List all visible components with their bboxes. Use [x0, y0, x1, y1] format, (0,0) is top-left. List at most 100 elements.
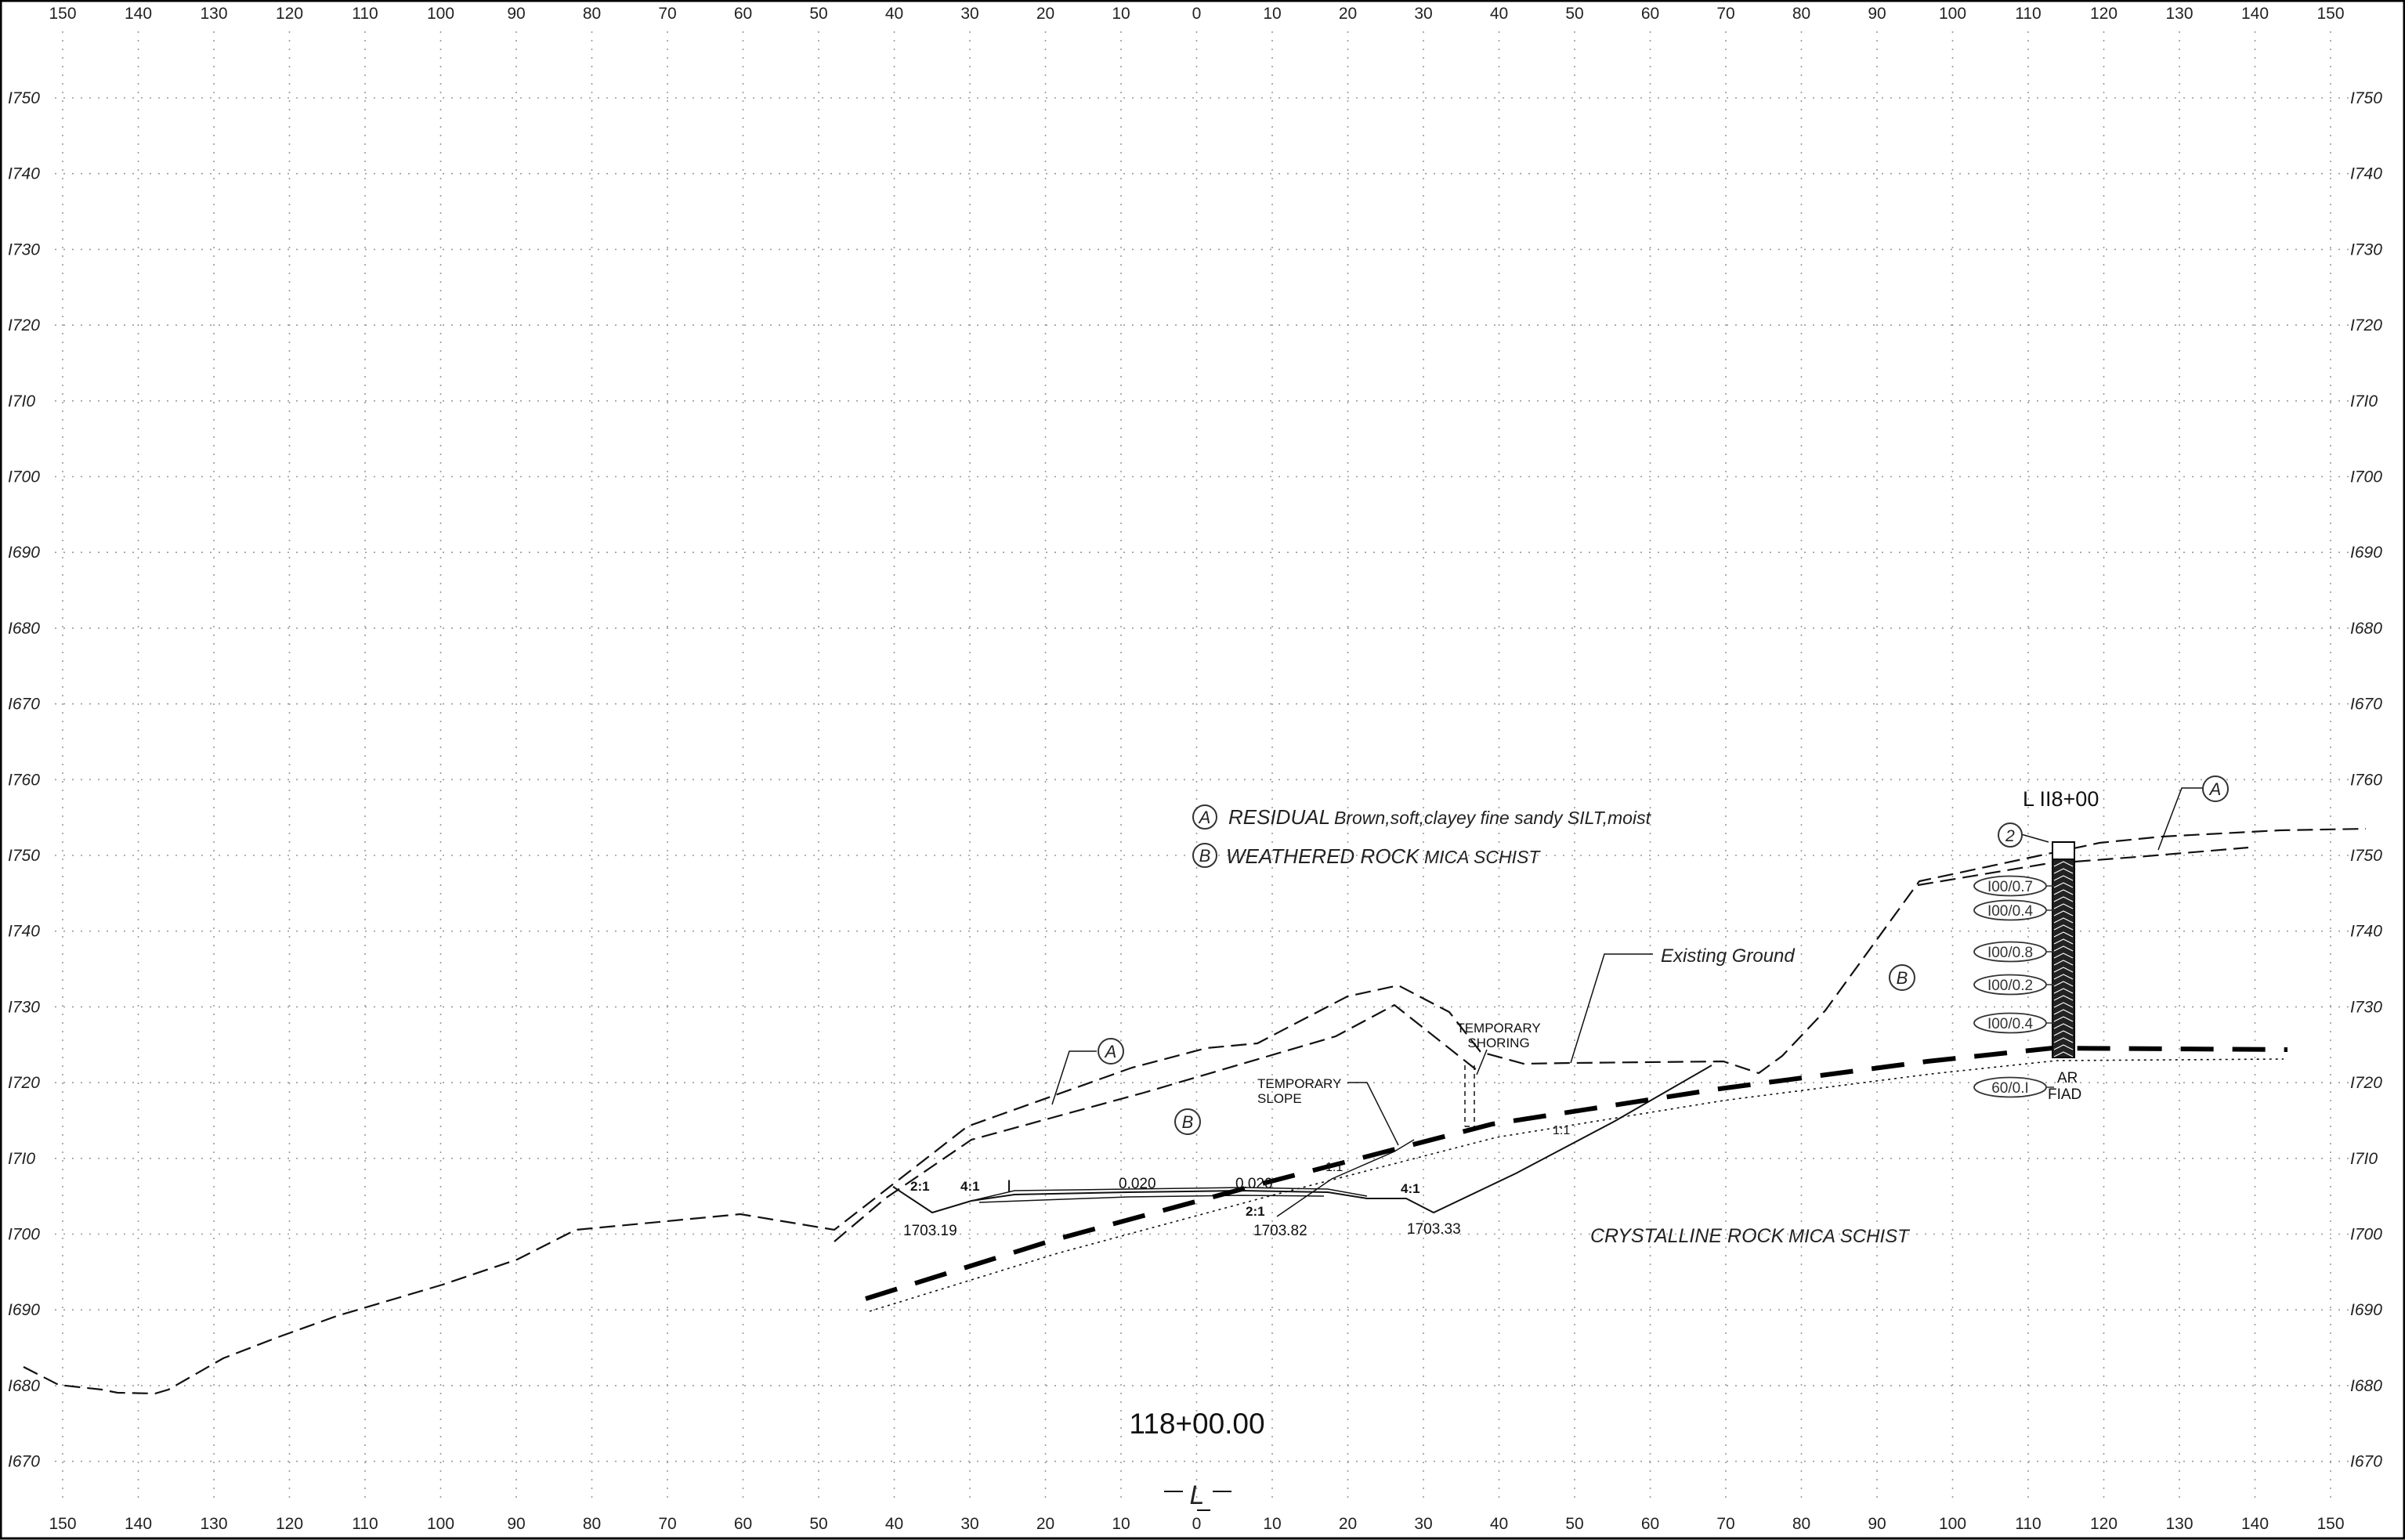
x-tick-label: 130: [2165, 5, 2193, 23]
elevation-center: 1703.82: [1253, 1223, 1307, 1239]
boring-number: 2: [2005, 827, 2015, 845]
y-tick-label: I690: [2350, 544, 2382, 562]
y-tick-label: I720: [2350, 316, 2382, 334]
zone-b-mid-symbol: B: [1182, 1112, 1194, 1132]
x-tick-label: 30: [1414, 5, 1432, 23]
x-tick-label: 40: [1490, 5, 1508, 23]
elevation-right: 1703.33: [1407, 1221, 1461, 1238]
boring-pattern-mark: [2053, 995, 2074, 1001]
x-tick-label: 90: [507, 5, 525, 23]
x-tick-label: 130: [200, 5, 227, 23]
temporary-shoring-label-2: SHORING: [1467, 1036, 1529, 1050]
y-tick-label: I730: [2350, 998, 2382, 1016]
x-tick-label: 10: [1263, 5, 1281, 23]
temporary-slope-leader: [1347, 1082, 1399, 1146]
slope-4-1-right: 4:1: [1401, 1181, 1420, 1196]
cl-mark: I: [1007, 1177, 1011, 1196]
x-tick-label: 20: [1036, 5, 1054, 23]
x-tick-label: 40: [1490, 1515, 1508, 1533]
zone-a-left-circle: [1098, 1038, 1124, 1065]
x-tick-label: 0: [1192, 5, 1202, 23]
y-tick-label: I700: [2350, 1226, 2382, 1244]
legend-a-title: RESIDUAL: [1228, 805, 1330, 829]
x-tick-label: 130: [2165, 1515, 2193, 1533]
y-tick-label: I730: [8, 998, 40, 1016]
crystalline-rock-hatch: [869, 1058, 2284, 1312]
zone-b-mid-circle: [1174, 1108, 1201, 1135]
spt-value: 60/0.I: [1991, 1080, 2029, 1097]
legend-b-symbol: B: [1199, 846, 1211, 866]
y-tick-label: I670: [2350, 1453, 2382, 1471]
boring-pattern-mark: [2053, 931, 2074, 938]
y-tick-label: I7I0: [8, 392, 35, 410]
boring-pattern-mark: [2053, 1051, 2074, 1057]
centerline-label: L: [1190, 1480, 1205, 1510]
x-tick-label: 110: [352, 5, 378, 23]
boring-pattern-mark: [2053, 882, 2074, 888]
x-tick-label: 0: [1192, 1515, 1202, 1533]
boring-pattern-mark: [2053, 924, 2074, 931]
boring-pattern-mark: [2053, 1016, 2074, 1022]
pavement-line: [971, 1187, 1368, 1202]
legend-b-title: WEATHERED ROCK: [1226, 844, 1420, 868]
x-tick-label: 150: [2316, 5, 2344, 23]
y-tick-label: I740: [2350, 923, 2382, 941]
x-tick-label: 10: [1112, 1515, 1130, 1533]
y-tick-label: I7I0: [2350, 1150, 2378, 1168]
x-tick-label: 120: [276, 1515, 303, 1533]
boring-pattern-mark: [2053, 967, 2074, 973]
legend-a-symbol: A: [1198, 808, 1211, 827]
x-tick-label: 60: [734, 1515, 752, 1533]
slope-0020-right: 0.020: [1235, 1176, 1273, 1192]
boring-pattern-mark: [2053, 1009, 2074, 1015]
temporary-shoring: [1464, 1065, 1475, 1127]
y-tick-label: I690: [8, 544, 40, 562]
x-tick-label: 80: [1792, 1515, 1810, 1533]
x-tick-label: 20: [1339, 5, 1357, 23]
slope-4-1-left: 4:1: [960, 1179, 980, 1194]
boring-pattern-mark: [2053, 1037, 2074, 1043]
x-tick-label: 140: [2241, 5, 2269, 23]
zone-b-right-circle: [1889, 964, 1915, 991]
boring-pattern-mark: [2053, 875, 2074, 881]
existing-ground-line: [23, 827, 2367, 1395]
legend: A RESIDUAL Brown,soft,clayey fine sandy …: [1192, 804, 1652, 868]
x-tick-label: 80: [1792, 5, 1810, 23]
y-tick-label: I700: [8, 1226, 40, 1244]
x-tick-label: 80: [583, 5, 601, 23]
existing-ground-label: Existing Ground: [1661, 945, 1795, 967]
x-tick-label: 50: [809, 1515, 827, 1533]
residual-boundary-line: [834, 846, 2249, 1242]
spt-value: I00/0.4: [1987, 903, 2034, 920]
boring-pattern-mark: [2053, 988, 2074, 994]
y-tick-label: I690: [8, 1301, 40, 1319]
slope-1-1-a: 1:1: [1325, 1161, 1343, 1174]
fiad-label: FIAD: [2048, 1086, 2081, 1103]
x-tick-label: 100: [427, 5, 454, 23]
zone-a-right-symbol: A: [2208, 779, 2222, 799]
crystalline-rock-desc: MICA SCHIST: [1788, 1226, 1911, 1247]
y-tick-label: I750: [8, 847, 40, 865]
boring-pattern-mark: [2053, 910, 2074, 916]
x-tick-label: 90: [1868, 1515, 1886, 1533]
x-tick-label: 90: [507, 1515, 525, 1533]
y-tick-label: I690: [2350, 1301, 2382, 1319]
x-tick-label: 30: [960, 5, 978, 23]
y-tick-label: I720: [8, 316, 40, 334]
legend-a-desc: Brown,soft,clayey fine sandy SILT,moist: [1334, 808, 1652, 828]
x-tick-label: 70: [1716, 1515, 1734, 1533]
temporary-slope-label-2: SLOPE: [1257, 1091, 1302, 1106]
boring-pattern-mark: [2053, 953, 2074, 959]
y-tick-label: I680: [8, 620, 40, 638]
x-axis-top-labels: 150 140 130 120 110 100 90 80 70 60 50 40 30 20 10 0 10 2…: [49, 5, 2344, 23]
x-tick-label: 20: [1036, 1515, 1054, 1533]
boring-pattern-mark: [2053, 960, 2074, 966]
y-tick-label: I760: [8, 771, 40, 789]
temporary-shoring-label-1: TEMPORARY: [1456, 1021, 1540, 1036]
zone-b-right-symbol: B: [1897, 968, 1908, 988]
x-axis-bottom-labels: 150 140 130 120 110 100 90 80 70 60 50 40 30 20 10 0 10 2…: [49, 1515, 2344, 1533]
x-tick-label: 100: [1939, 5, 1966, 23]
x-tick-label: 60: [1641, 5, 1659, 23]
